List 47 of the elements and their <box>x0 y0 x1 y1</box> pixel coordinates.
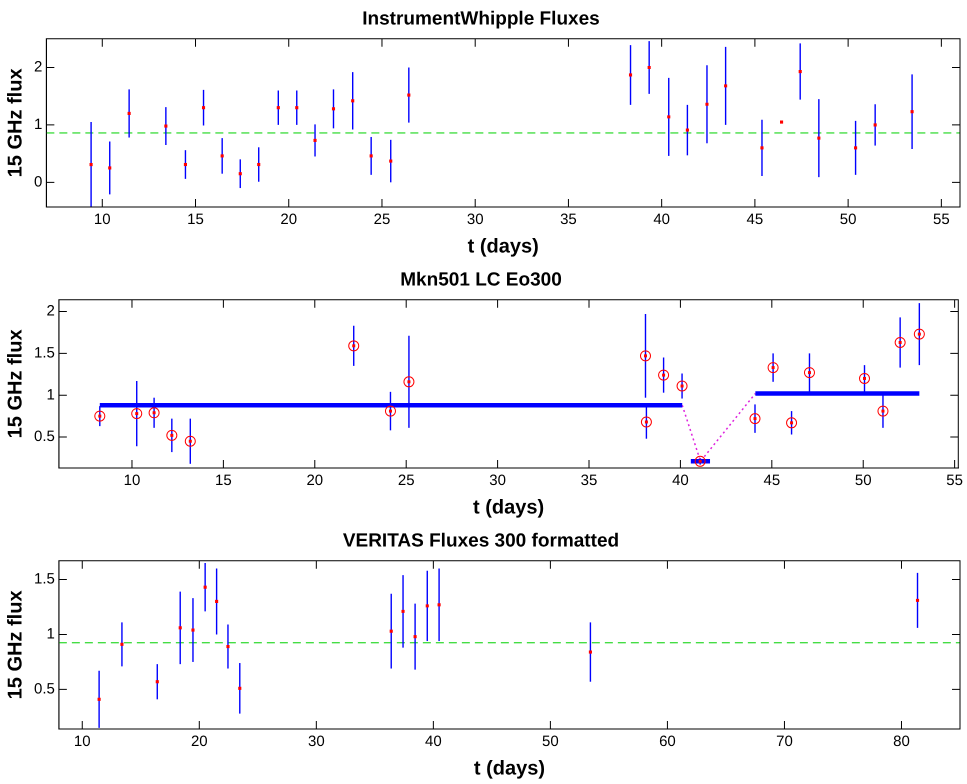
x-tick-label: 40 <box>653 211 670 228</box>
x-tick-label: 50 <box>542 733 559 750</box>
chart-title: Mkn501 LC Eo300 <box>400 270 562 291</box>
y-tick-label: 1 <box>46 626 55 643</box>
y-tick-label: 0.5 <box>34 680 55 698</box>
x-tick-label: 20 <box>280 211 298 228</box>
y-tick-label: 1.5 <box>34 344 55 362</box>
x-tick-label: 80 <box>893 733 910 750</box>
x-tick-label: 20 <box>190 733 208 750</box>
y-tick-label: 0 <box>34 173 42 190</box>
x-axis-title: t (days) <box>474 758 545 780</box>
x-tick-label: 30 <box>466 211 484 228</box>
x-tick-label: 40 <box>425 733 442 750</box>
y-tick-label: 1 <box>46 386 55 404</box>
chart-title: InstrumentWhipple Fluxes <box>362 8 600 30</box>
x-tick-label: 45 <box>763 472 780 490</box>
x-tick-label: 55 <box>933 211 950 228</box>
y-tick-label: 2 <box>34 58 42 76</box>
x-tick-label: 20 <box>306 472 324 490</box>
x-tick-label: 10 <box>124 472 140 490</box>
x-tick-label: 50 <box>854 472 872 490</box>
x-tick-label: 30 <box>308 733 325 750</box>
x-tick-label: 35 <box>580 472 598 490</box>
y-tick-label: 1.5 <box>34 570 55 588</box>
x-tick-label: 45 <box>746 211 764 228</box>
y-tick-label: 2 <box>46 302 55 320</box>
x-tick-label: 15 <box>215 472 232 490</box>
x-axis-title: t (days) <box>468 236 539 258</box>
x-tick-label: 10 <box>94 211 111 228</box>
x-tick-label: 30 <box>489 472 506 490</box>
x-tick-label: 15 <box>187 211 204 228</box>
y-tick-label: 1 <box>34 116 42 134</box>
x-axis-title: t (days) <box>473 496 544 519</box>
x-tick-label: 10 <box>74 733 91 750</box>
x-tick-label: 25 <box>374 211 390 228</box>
chart-title: VERITAS Fluxes 300 formatted <box>342 530 620 552</box>
x-tick-label: 50 <box>840 211 856 228</box>
x-tick-label: 35 <box>560 211 577 228</box>
y-axis-title: 15 GHz flux <box>4 329 27 438</box>
y-axis-title: 15 GHz flux <box>4 68 27 178</box>
x-tick-label: 70 <box>776 733 793 750</box>
x-tick-label: 60 <box>659 733 676 750</box>
y-tick-label: 0.5 <box>34 428 55 446</box>
x-tick-label: 55 <box>946 472 963 490</box>
x-tick-label: 40 <box>672 472 689 490</box>
y-axis-title: 15 GHz flux <box>4 590 27 700</box>
x-tick-label: 25 <box>398 472 415 490</box>
